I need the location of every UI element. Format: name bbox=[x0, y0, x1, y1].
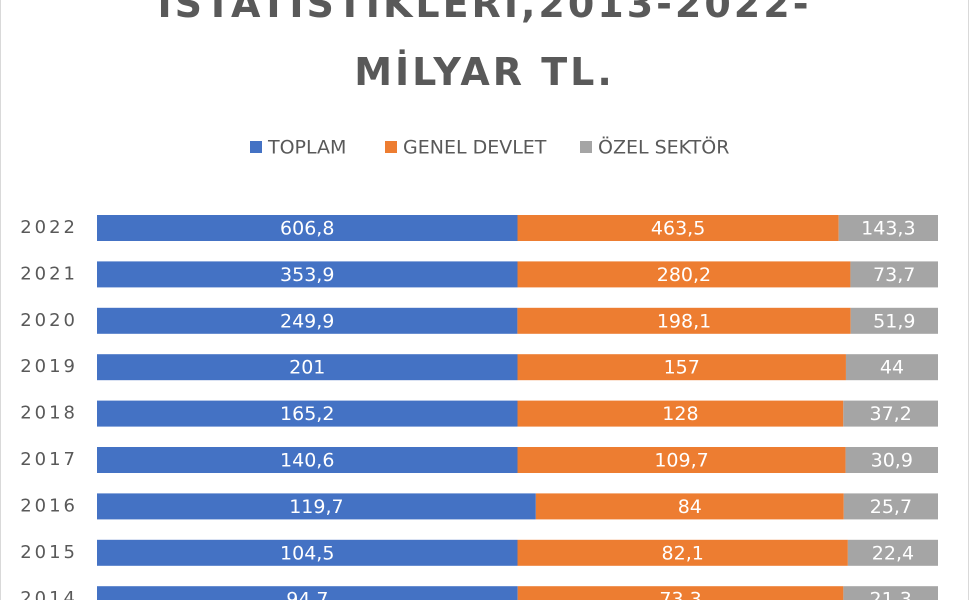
value-label: 51,9 bbox=[873, 310, 915, 332]
bar-segment bbox=[97, 354, 518, 381]
chart-title: İSTATİSTİKLERİ,2013-2022-MİLYAR TL. bbox=[157, 0, 812, 94]
y-tick-label: 2019 bbox=[20, 356, 78, 377]
value-label: 606,8 bbox=[280, 218, 334, 240]
bar-segment bbox=[535, 493, 844, 520]
value-label: 119,7 bbox=[289, 496, 343, 518]
value-label: 82,1 bbox=[662, 542, 704, 564]
bar-segment bbox=[845, 447, 938, 473]
value-label: 140,6 bbox=[280, 450, 334, 472]
bar-segment bbox=[843, 493, 938, 520]
bar-segment bbox=[517, 261, 851, 288]
legend-label: TOPLAM bbox=[267, 137, 346, 159]
value-label: 37,2 bbox=[869, 403, 911, 425]
y-tick-label: 2021 bbox=[20, 263, 78, 284]
bar-segment bbox=[517, 215, 839, 241]
bar-segment bbox=[97, 307, 518, 334]
value-label: 143,3 bbox=[861, 218, 915, 240]
value-label: 249,9 bbox=[280, 310, 334, 332]
value-label: 25,7 bbox=[870, 496, 912, 518]
y-tick-label: 2016 bbox=[20, 495, 78, 516]
bar-segment bbox=[97, 539, 518, 566]
bar-segment bbox=[843, 400, 938, 427]
value-label: 84 bbox=[678, 496, 702, 518]
bar-segment bbox=[847, 539, 938, 566]
value-label: 22,4 bbox=[872, 542, 914, 564]
value-label: 109,7 bbox=[654, 450, 708, 472]
bar-segment bbox=[97, 400, 518, 427]
value-label: 198,1 bbox=[657, 310, 711, 332]
bar-segment bbox=[850, 307, 938, 334]
bar-segment bbox=[517, 400, 844, 427]
bar-segment bbox=[517, 307, 851, 334]
bar-segment bbox=[517, 586, 844, 600]
value-label: 280,2 bbox=[657, 264, 711, 286]
legend-swatch bbox=[385, 141, 397, 153]
value-label: 165,2 bbox=[280, 403, 334, 425]
legend-swatch bbox=[580, 141, 592, 153]
value-label: 30,9 bbox=[871, 450, 913, 472]
legend-swatch bbox=[250, 141, 262, 153]
value-label: 73,7 bbox=[873, 264, 915, 286]
bar-segment bbox=[97, 215, 518, 241]
bar-segment bbox=[97, 493, 536, 520]
bar-segment bbox=[843, 586, 938, 600]
value-label: 201 bbox=[289, 357, 325, 379]
value-label: 463,5 bbox=[651, 218, 705, 240]
y-tick-label: 2018 bbox=[20, 403, 78, 424]
y-tick-label: 2017 bbox=[20, 449, 78, 470]
bar-segment bbox=[845, 354, 938, 381]
y-tick-label: 2014 bbox=[20, 588, 78, 600]
bar-segment bbox=[850, 261, 938, 288]
value-label: 128 bbox=[662, 403, 698, 425]
y-tick-label: 2015 bbox=[20, 542, 78, 563]
value-label: 44 bbox=[880, 357, 904, 379]
legend-label: GENEL DEVLET bbox=[403, 137, 547, 159]
bar-segment bbox=[517, 539, 848, 566]
value-label: 104,5 bbox=[280, 542, 334, 564]
value-label: 21,3 bbox=[870, 589, 912, 600]
value-label: 353,9 bbox=[280, 264, 334, 286]
bar-segment bbox=[97, 447, 518, 473]
value-label: 94,7 bbox=[286, 589, 328, 600]
y-tick-label: 2020 bbox=[20, 310, 78, 331]
value-label: 157 bbox=[664, 357, 700, 379]
y-tick-label: 2022 bbox=[20, 217, 78, 238]
bar-segment bbox=[838, 215, 938, 241]
bar-segment bbox=[97, 586, 518, 600]
legend-label: ÖZEL SEKTÖR bbox=[598, 136, 729, 159]
bar-segment bbox=[517, 447, 846, 473]
bar-segment bbox=[517, 354, 846, 381]
value-label: 73,3 bbox=[659, 589, 701, 600]
bar-segment bbox=[97, 261, 518, 288]
